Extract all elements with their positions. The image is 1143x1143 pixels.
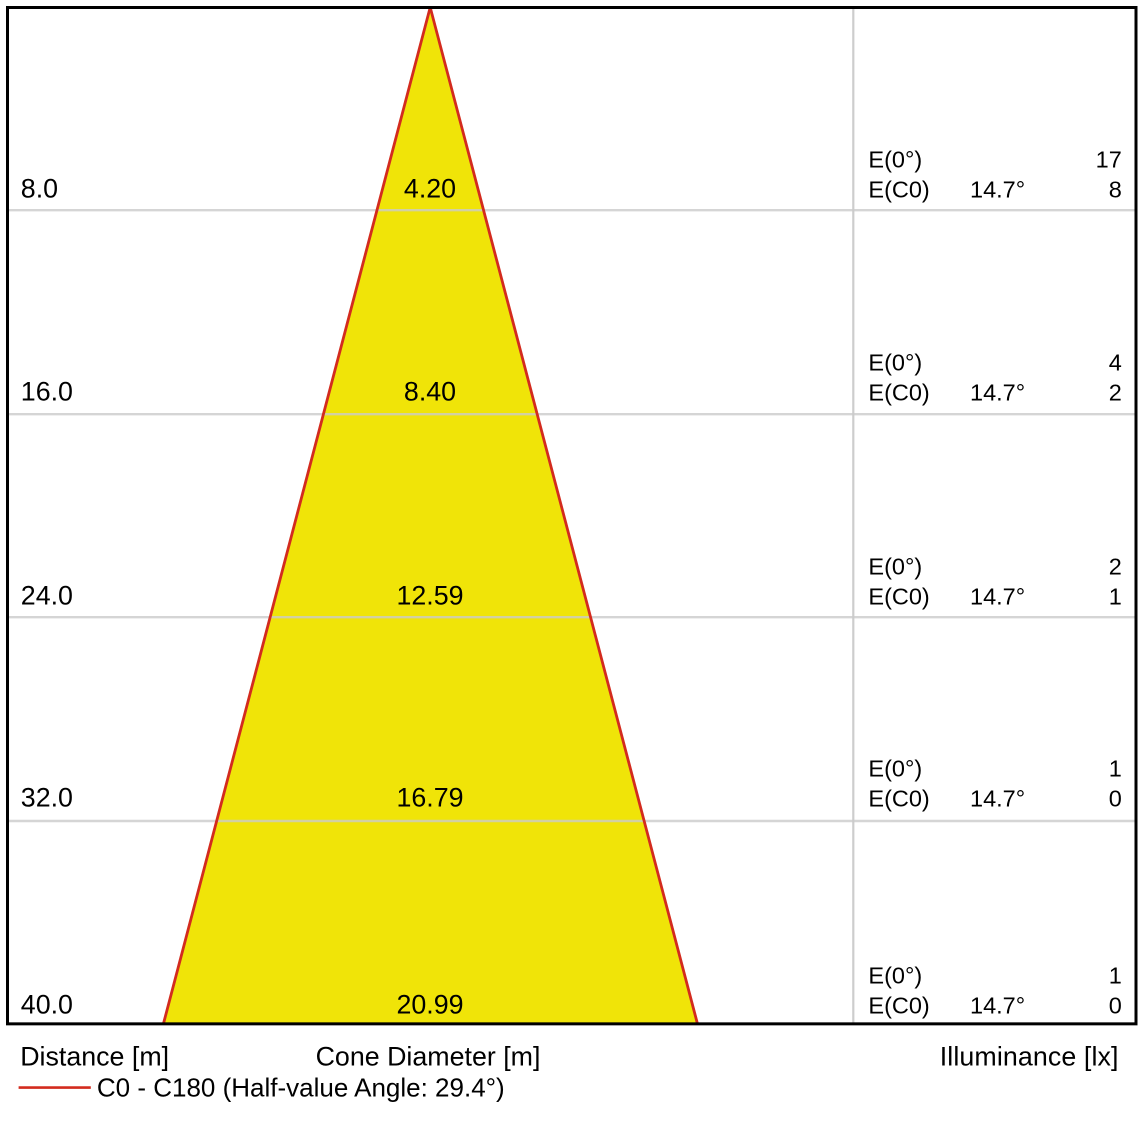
svg-text:C0 - C180 (Half-value Angle: 2: C0 - C180 (Half-value Angle: 29.4°): [97, 1073, 505, 1103]
svg-text:16.0: 16.0: [21, 377, 73, 407]
svg-text:E(C0): E(C0): [868, 786, 929, 812]
svg-text:0: 0: [1109, 993, 1122, 1019]
svg-text:Cone Diameter [m]: Cone Diameter [m]: [316, 1042, 541, 1072]
svg-text:E(C0): E(C0): [868, 584, 929, 610]
svg-text:1: 1: [1109, 963, 1122, 989]
svg-text:2: 2: [1109, 380, 1122, 406]
svg-text:24.0: 24.0: [21, 581, 73, 611]
svg-text:E(0°): E(0°): [868, 963, 922, 989]
svg-text:20.99: 20.99: [396, 990, 463, 1020]
svg-text:2: 2: [1109, 553, 1122, 579]
svg-text:E(0°): E(0°): [868, 349, 922, 375]
svg-text:40.0: 40.0: [21, 990, 73, 1020]
svg-text:32.0: 32.0: [21, 783, 73, 813]
svg-text:4: 4: [1109, 349, 1122, 375]
svg-text:12.59: 12.59: [396, 581, 463, 611]
svg-text:E(0°): E(0°): [868, 756, 922, 782]
svg-text:0: 0: [1109, 786, 1122, 812]
svg-text:14.7°: 14.7°: [970, 786, 1025, 812]
svg-text:14.7°: 14.7°: [970, 177, 1025, 203]
svg-text:E(0°): E(0°): [868, 146, 922, 172]
svg-text:1: 1: [1109, 584, 1122, 610]
svg-text:16.79: 16.79: [396, 783, 463, 813]
svg-text:Distance [m]: Distance [m]: [20, 1042, 169, 1072]
svg-text:E(C0): E(C0): [868, 177, 929, 203]
svg-text:8: 8: [1109, 177, 1122, 203]
svg-text:E(C0): E(C0): [868, 380, 929, 406]
svg-text:8.0: 8.0: [21, 174, 58, 204]
svg-text:14.7°: 14.7°: [970, 380, 1025, 406]
svg-text:8.40: 8.40: [404, 377, 456, 407]
svg-text:Illuminance [lx]: Illuminance [lx]: [940, 1042, 1119, 1072]
svg-text:1: 1: [1109, 756, 1122, 782]
svg-text:14.7°: 14.7°: [970, 584, 1025, 610]
svg-text:E(0°): E(0°): [868, 553, 922, 579]
svg-text:E(C0): E(C0): [868, 993, 929, 1019]
svg-text:17: 17: [1096, 146, 1122, 172]
svg-text:4.20: 4.20: [404, 174, 456, 204]
svg-text:14.7°: 14.7°: [970, 993, 1025, 1019]
